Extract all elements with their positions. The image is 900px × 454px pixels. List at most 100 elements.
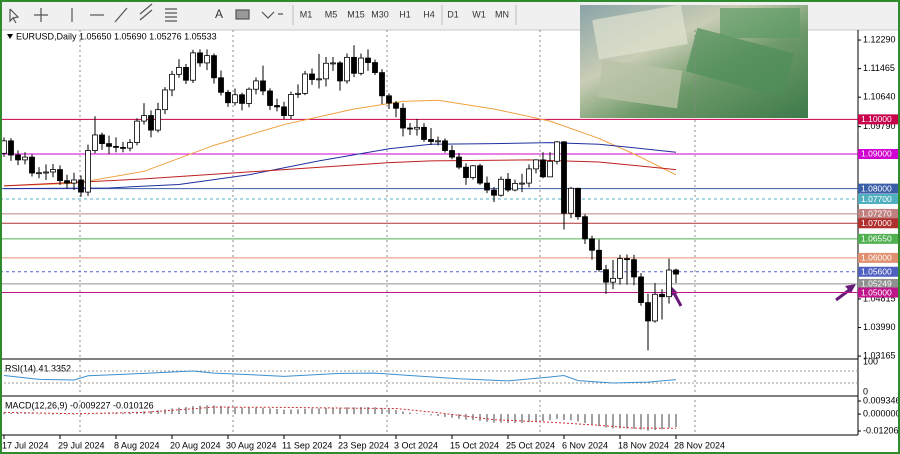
candle-body — [260, 80, 266, 92]
macd-bar — [437, 414, 439, 417]
candle-body — [617, 258, 623, 279]
candle-body — [267, 90, 273, 106]
y-tick-label: 1.10640 — [863, 92, 896, 102]
candle-body — [274, 105, 280, 108]
macd-tick-label: 0.000000 — [863, 408, 900, 418]
candle-body — [162, 89, 168, 111]
candle-body — [596, 249, 602, 271]
label-icon[interactable] — [235, 9, 250, 20]
candle-body — [568, 187, 574, 214]
macd-bar — [185, 407, 187, 415]
candle-body — [547, 160, 553, 178]
macd-bar — [493, 414, 495, 423]
macd-bar — [108, 413, 110, 415]
x-tick-label: 8 Aug 2024 — [114, 440, 160, 450]
level-label: 1.07000 — [861, 218, 892, 228]
candle-body — [624, 258, 630, 261]
macd-bar — [381, 408, 383, 415]
macd-bar — [647, 414, 649, 431]
timeframe-button[interactable]: H1 — [399, 9, 411, 19]
macd-bar — [360, 407, 362, 415]
candle-body — [582, 216, 588, 240]
macd-bar — [290, 409, 292, 415]
candle-body — [106, 143, 112, 147]
timeframe-button[interactable]: M15 — [347, 9, 365, 19]
macd-bar — [465, 414, 467, 420]
candle-body — [29, 156, 35, 174]
candle-body — [393, 102, 399, 109]
crosshair-icon[interactable] — [34, 8, 48, 22]
level-label: 1.06000 — [861, 253, 892, 263]
macd-bar — [206, 405, 208, 415]
candle-body — [330, 62, 336, 65]
candle-body — [246, 88, 252, 104]
candle-body — [386, 95, 392, 104]
macd-bar — [227, 406, 229, 415]
level-label-box — [858, 287, 900, 298]
macd-bar — [458, 414, 460, 419]
candle-body — [218, 77, 224, 93]
cursor-icon[interactable] — [9, 8, 20, 24]
x-tick-label: 30 Aug 2024 — [226, 440, 277, 450]
candle-body — [358, 57, 364, 74]
candle-body — [645, 302, 651, 322]
candle-body — [400, 107, 406, 129]
timeframe-button[interactable]: H4 — [423, 9, 435, 19]
x-tick-label: 15 Oct 2024 — [450, 440, 499, 450]
macd-bar — [297, 409, 299, 415]
timeframe-button[interactable]: M1 — [300, 9, 313, 19]
timeframe-button[interactable]: W1 — [472, 9, 486, 19]
macd-bar — [241, 407, 243, 415]
symbol-menu-arrow[interactable] — [7, 34, 13, 39]
text-tool[interactable]: A — [215, 7, 223, 21]
macd-bar — [626, 414, 628, 429]
macd-bar — [507, 414, 509, 424]
x-tick-label: 18 Nov 2024 — [618, 440, 669, 450]
candle-body — [64, 180, 70, 184]
fibo-icon[interactable] — [165, 8, 177, 22]
y-tick-label: 1.04815 — [863, 293, 896, 303]
macd-bar — [612, 414, 614, 429]
timeframe-button[interactable]: D1 — [447, 9, 459, 19]
candle-body — [8, 140, 14, 156]
candle-body — [190, 52, 196, 81]
macd-bar — [220, 405, 222, 415]
candle-body — [337, 62, 343, 82]
candle-body — [351, 56, 357, 74]
candle-body — [519, 182, 525, 185]
x-tick-label: 6 Nov 2024 — [562, 440, 608, 450]
level-label-box — [858, 266, 900, 277]
macd-bar — [346, 407, 348, 415]
channel-icon[interactable] — [139, 3, 153, 21]
macd-bar — [500, 414, 502, 423]
candle-body — [505, 178, 511, 191]
moving-average — [3, 159, 677, 187]
timeframe-button[interactable]: M30 — [371, 9, 389, 19]
candle-body — [428, 139, 434, 142]
x-tick-label: 17 Jul 2024 — [2, 440, 49, 450]
chart-title: EURUSD,Daily 1.05650 1.05690 1.05276 1.0… — [16, 31, 217, 41]
timeframe-button[interactable]: MN — [495, 9, 509, 19]
candle-body — [631, 259, 637, 278]
macd-bar — [584, 414, 586, 423]
macd-bar — [73, 414, 75, 415]
candle-body — [421, 126, 427, 140]
candle-body — [344, 56, 350, 82]
macd-bar — [269, 408, 271, 415]
level-label: 1.05000 — [861, 287, 892, 297]
macd-bar — [556, 414, 558, 419]
macd-bar — [570, 414, 572, 421]
annotation-arrowhead — [845, 284, 856, 293]
level-label-box — [858, 233, 900, 244]
macd-tick-label: -0.012066 — [863, 425, 900, 435]
macd-bar — [10, 412, 12, 415]
level-label: 1.10000 — [861, 114, 892, 124]
shapes-icon[interactable] — [261, 11, 283, 19]
y-tick-label: 1.03165 — [863, 350, 896, 360]
trendline-icon[interactable] — [114, 7, 128, 23]
candle-body — [540, 159, 546, 178]
macd-bar — [311, 408, 313, 415]
candle-body — [449, 150, 455, 158]
macd-bar — [388, 409, 390, 415]
timeframe-button[interactable]: M5 — [325, 9, 338, 19]
